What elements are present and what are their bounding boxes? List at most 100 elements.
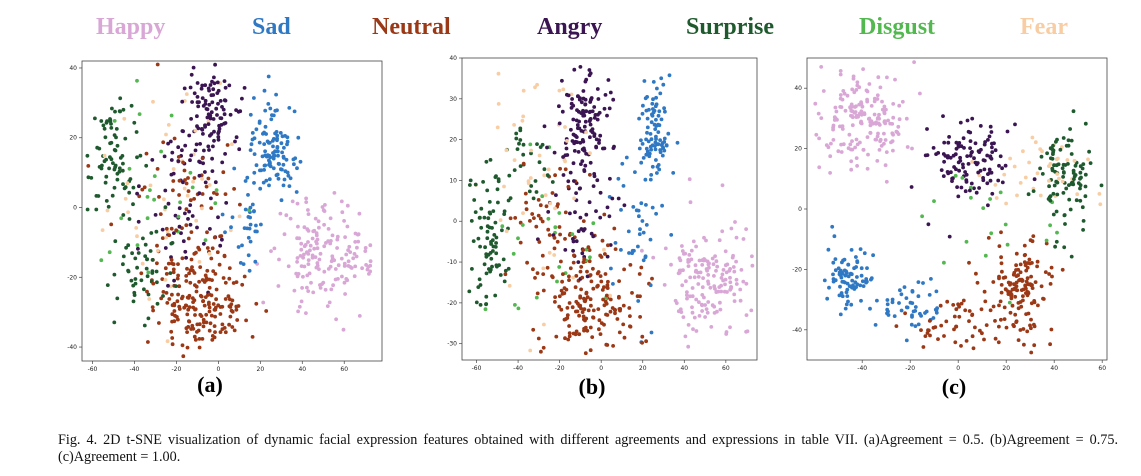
- point-angry: [582, 124, 587, 129]
- point-sad: [641, 258, 646, 263]
- point-neutral: [1024, 279, 1029, 284]
- point-happy: [833, 105, 838, 110]
- point-angry: [574, 239, 579, 244]
- point-happy: [893, 77, 897, 82]
- point-surprise: [1038, 166, 1042, 171]
- point-angry: [181, 239, 186, 244]
- point-neutral: [1027, 257, 1032, 262]
- point-angry: [598, 190, 603, 195]
- point-neutral: [608, 297, 613, 302]
- point-neutral: [212, 235, 217, 240]
- point-neutral: [588, 273, 593, 277]
- point-neutral: [1019, 277, 1024, 282]
- point-angry: [195, 124, 199, 129]
- point-surprise: [1066, 138, 1071, 143]
- point-sad: [247, 226, 252, 231]
- point-neutral: [213, 314, 218, 319]
- legend-happy: Happy: [96, 14, 166, 40]
- point-angry: [968, 188, 972, 193]
- point-happy: [300, 286, 304, 290]
- point-fear: [135, 234, 139, 239]
- point-angry: [135, 191, 139, 196]
- point-surprise: [537, 160, 542, 165]
- point-surprise: [121, 161, 125, 166]
- point-neutral: [1022, 260, 1027, 265]
- point-angry: [571, 117, 576, 122]
- point-happy: [838, 93, 843, 97]
- point-neutral: [225, 143, 230, 147]
- point-neutral: [1030, 239, 1035, 244]
- point-sad: [657, 167, 662, 172]
- point-neutral: [952, 314, 957, 319]
- point-neutral: [184, 274, 189, 278]
- point-neutral: [1021, 298, 1025, 303]
- point-neutral: [928, 333, 932, 338]
- point-neutral: [169, 226, 174, 231]
- point-neutral: [1022, 342, 1026, 347]
- point-sad: [280, 134, 285, 139]
- point-fear: [1056, 156, 1060, 161]
- point-angry: [202, 148, 206, 153]
- point-sad: [929, 277, 933, 281]
- point-neutral: [590, 335, 595, 339]
- point-surprise: [109, 126, 114, 130]
- point-happy: [336, 263, 341, 268]
- point-sad: [253, 229, 258, 234]
- point-happy: [865, 97, 869, 102]
- point-sad: [254, 223, 258, 228]
- point-happy: [686, 264, 691, 268]
- point-surprise: [550, 180, 555, 184]
- point-neutral: [1014, 251, 1019, 256]
- point-surprise: [494, 235, 499, 240]
- point-angry: [588, 160, 593, 165]
- point-surprise: [1064, 143, 1069, 148]
- point-angry: [221, 107, 226, 112]
- point-sad: [654, 211, 658, 216]
- point-happy: [299, 299, 304, 304]
- point-neutral: [622, 267, 626, 272]
- point-angry: [573, 210, 577, 215]
- point-surprise: [506, 266, 511, 271]
- point-surprise: [102, 126, 107, 131]
- point-surprise: [154, 229, 159, 234]
- point-sad: [254, 127, 259, 132]
- point-neutral: [919, 328, 923, 332]
- point-happy: [834, 109, 839, 114]
- point-happy: [685, 293, 689, 297]
- point-surprise: [1050, 147, 1055, 152]
- point-surprise: [485, 188, 490, 193]
- point-angry: [222, 98, 227, 103]
- point-surprise: [121, 254, 126, 259]
- point-neutral: [219, 234, 224, 238]
- point-surprise: [1054, 139, 1058, 144]
- point-disgust: [169, 113, 174, 118]
- point-happy: [310, 255, 315, 260]
- point-angry: [203, 180, 208, 185]
- point-angry: [595, 87, 600, 91]
- point-happy: [814, 132, 819, 137]
- point-sad: [657, 109, 662, 114]
- point-happy: [891, 102, 896, 106]
- point-angry: [583, 163, 588, 168]
- point-neutral: [602, 303, 607, 308]
- point-sad: [633, 170, 637, 174]
- point-sad: [294, 190, 299, 194]
- point-surprise: [112, 133, 117, 137]
- point-happy: [875, 159, 880, 163]
- point-fear: [507, 283, 512, 288]
- point-surprise: [1083, 121, 1088, 126]
- point-angry: [1013, 122, 1017, 127]
- point-happy: [332, 258, 337, 263]
- point-angry: [934, 152, 938, 156]
- point-happy: [694, 244, 698, 249]
- point-happy: [357, 314, 362, 318]
- point-angry: [990, 191, 995, 196]
- point-sad: [287, 106, 292, 110]
- point-neutral: [191, 300, 196, 304]
- point-angry: [557, 104, 561, 109]
- point-angry: [596, 97, 601, 101]
- point-happy: [342, 264, 347, 268]
- point-neutral: [579, 287, 583, 292]
- point-disgust: [148, 188, 152, 193]
- point-surprise: [145, 257, 149, 262]
